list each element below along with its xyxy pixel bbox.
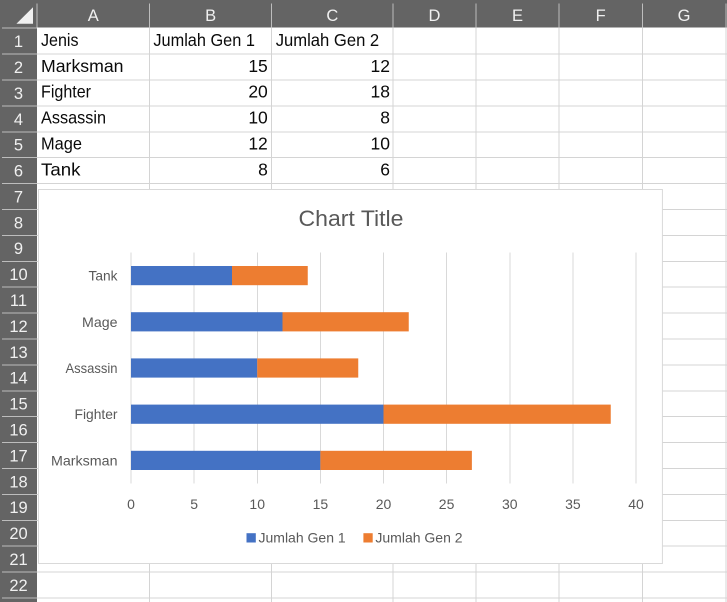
svg-text:10: 10 bbox=[248, 108, 268, 128]
svg-text:35: 35 bbox=[565, 496, 581, 512]
svg-text:40: 40 bbox=[628, 496, 644, 512]
svg-text:20: 20 bbox=[9, 525, 27, 543]
svg-text:12: 12 bbox=[248, 134, 267, 154]
svg-text:5: 5 bbox=[190, 496, 198, 512]
svg-text:B: B bbox=[205, 7, 216, 25]
svg-text:22: 22 bbox=[9, 577, 27, 595]
svg-text:20: 20 bbox=[376, 496, 392, 512]
svg-text:8: 8 bbox=[380, 108, 390, 128]
svg-text:12: 12 bbox=[371, 56, 390, 76]
svg-text:9: 9 bbox=[14, 240, 23, 258]
svg-text:30: 30 bbox=[502, 496, 518, 512]
svg-text:10: 10 bbox=[371, 134, 391, 154]
svg-text:D: D bbox=[429, 7, 441, 25]
svg-text:0: 0 bbox=[127, 496, 135, 512]
svg-text:13: 13 bbox=[9, 344, 27, 362]
svg-text:2: 2 bbox=[14, 59, 23, 77]
svg-text:25: 25 bbox=[439, 496, 455, 512]
svg-text:8: 8 bbox=[14, 214, 23, 232]
svg-text:Tank: Tank bbox=[89, 268, 119, 284]
svg-text:10: 10 bbox=[249, 496, 265, 512]
svg-text:15: 15 bbox=[248, 56, 267, 76]
svg-text:12: 12 bbox=[9, 318, 27, 336]
svg-text:20: 20 bbox=[248, 82, 268, 102]
svg-text:21: 21 bbox=[9, 551, 27, 569]
svg-text:E: E bbox=[512, 7, 523, 25]
svg-text:Jumlah Gen 2: Jumlah Gen 2 bbox=[375, 530, 462, 546]
svg-text:14: 14 bbox=[9, 370, 27, 388]
svg-text:C: C bbox=[326, 7, 338, 25]
svg-text:Mage: Mage bbox=[41, 134, 82, 154]
svg-text:Jumlah Gen 1: Jumlah Gen 1 bbox=[153, 30, 255, 50]
svg-text:Jumlah Gen 2: Jumlah Gen 2 bbox=[276, 30, 380, 50]
svg-text:Fighter: Fighter bbox=[75, 406, 118, 422]
svg-text:15: 15 bbox=[9, 396, 27, 414]
svg-text:4: 4 bbox=[14, 111, 23, 129]
svg-text:18: 18 bbox=[371, 82, 390, 102]
svg-text:Jenis: Jenis bbox=[41, 30, 79, 50]
svg-text:16: 16 bbox=[9, 422, 27, 440]
svg-text:8: 8 bbox=[258, 159, 268, 179]
svg-text:5: 5 bbox=[14, 137, 23, 155]
svg-text:10: 10 bbox=[9, 266, 27, 284]
svg-text:19: 19 bbox=[9, 499, 27, 517]
svg-text:Marksman: Marksman bbox=[51, 452, 118, 468]
svg-text:Marksman: Marksman bbox=[41, 56, 124, 76]
svg-text:17: 17 bbox=[9, 447, 27, 465]
svg-text:F: F bbox=[596, 7, 606, 25]
svg-text:Fighter: Fighter bbox=[41, 82, 91, 102]
svg-text:6: 6 bbox=[14, 163, 23, 181]
svg-text:1: 1 bbox=[14, 33, 23, 51]
svg-text:15: 15 bbox=[313, 496, 329, 512]
svg-text:G: G bbox=[678, 7, 691, 25]
svg-text:A: A bbox=[88, 7, 99, 25]
svg-text:Jumlah Gen 1: Jumlah Gen 1 bbox=[259, 530, 346, 546]
svg-text:Chart Title: Chart Title bbox=[299, 206, 404, 231]
svg-text:Tank: Tank bbox=[41, 159, 81, 179]
svg-text:11: 11 bbox=[10, 292, 27, 310]
svg-text:7: 7 bbox=[14, 188, 23, 206]
svg-text:Assassin: Assassin bbox=[66, 360, 118, 376]
svg-text:Mage: Mage bbox=[82, 314, 118, 330]
svg-text:3: 3 bbox=[14, 85, 23, 103]
svg-text:Assassin: Assassin bbox=[41, 108, 106, 128]
svg-text:18: 18 bbox=[9, 473, 27, 491]
svg-text:6: 6 bbox=[380, 159, 390, 179]
